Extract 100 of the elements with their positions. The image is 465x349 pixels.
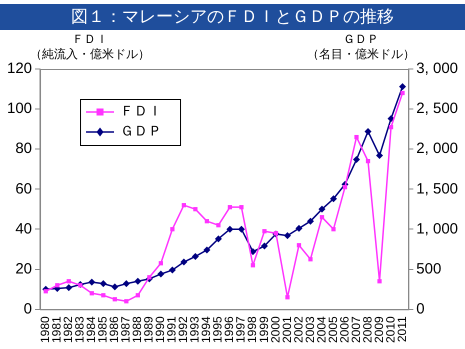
point [364, 128, 372, 135]
y2-axis-title: ＧＤＰ（名目・億米ドル） [307, 32, 415, 62]
point [238, 226, 245, 233]
y2-tick-label: 2, 500 [416, 100, 458, 118]
point [226, 226, 234, 233]
point [342, 185, 348, 190]
x-tick-label: 1998 [245, 316, 260, 344]
x-tick-label: 2000 [268, 316, 282, 344]
legend-label: ＦＤＩ [120, 104, 162, 120]
y-tick-label: 40 [15, 220, 32, 238]
point [65, 284, 72, 292]
x-tick-label: 2004 [314, 316, 328, 344]
point [331, 227, 336, 232]
point [284, 232, 291, 240]
x-tick-label: 1996 [222, 316, 236, 344]
x-tick-label: 1989 [142, 316, 156, 344]
point [136, 293, 140, 298]
point [376, 152, 384, 160]
x-tick-label: 1988 [130, 316, 144, 344]
point [216, 223, 221, 228]
point [101, 293, 106, 298]
x-tick-label: 2009 [372, 316, 386, 344]
point [203, 246, 210, 254]
x-tick-label: 1985 [96, 316, 110, 344]
y2-tick-label: 1, 000 [416, 220, 458, 238]
point [182, 203, 186, 208]
legend-label: ＧＤＰ [120, 124, 162, 140]
point [204, 219, 210, 224]
x-tick-label: 1982 [61, 316, 76, 344]
point [170, 227, 174, 232]
x-tick-label: 2002 [291, 316, 306, 344]
point [214, 235, 222, 242]
x-tick-label: 1984 [84, 316, 98, 344]
point [90, 291, 94, 296]
y-tick-label: 0 [24, 300, 32, 318]
point [134, 278, 142, 285]
y2-tick-label: 1, 500 [416, 180, 458, 198]
x-tick-label: 1993 [188, 316, 202, 344]
y2-tick-label: 2, 000 [416, 140, 458, 158]
point [399, 83, 406, 90]
x-tick-label: 2005 [326, 316, 340, 344]
point [250, 263, 256, 268]
y-tick-label: 60 [15, 180, 32, 198]
y-tick-label: 20 [15, 260, 32, 278]
point [157, 270, 164, 278]
point [308, 257, 313, 262]
y-tick-label: 120 [6, 60, 32, 78]
point [66, 279, 71, 284]
point [193, 207, 198, 212]
x-tick-label: 1980 [38, 316, 52, 344]
point [55, 283, 60, 288]
point [228, 205, 232, 210]
point [353, 156, 360, 164]
x-tick-label: 1990 [153, 316, 168, 344]
x-tick-label: 1992 [176, 316, 190, 344]
point [260, 242, 268, 250]
y-axis-title: ＦＤＩ（純流入・億米ドル） [30, 32, 150, 62]
y2-tick-label: 3, 000 [416, 60, 458, 78]
point [124, 299, 128, 304]
point [377, 279, 382, 284]
x-tick-label: 2010 [383, 316, 398, 344]
x-tick-label: 2003 [302, 316, 317, 344]
y2-tick-label: 0 [416, 300, 425, 318]
x-tick-label: 1981 [50, 316, 64, 344]
point [239, 205, 244, 210]
x-tick-label: 2006 [337, 316, 352, 344]
point [158, 261, 163, 266]
x-tick-label: 1991 [164, 316, 179, 344]
x-tick-label: 1983 [72, 316, 87, 344]
point [306, 218, 314, 225]
x-tick-label: 1994 [199, 316, 214, 344]
point [320, 215, 324, 220]
point [180, 258, 188, 266]
point [88, 278, 96, 286]
x-tick-label: 2011 [394, 316, 409, 342]
point [262, 229, 267, 234]
point [112, 297, 117, 302]
chart-title: 図１：マレーシアのＦＤＩとＧＤＰの推移 [0, 4, 465, 30]
x-tick-label: 2008 [360, 316, 374, 344]
point [100, 280, 107, 288]
point [296, 243, 302, 248]
x-tick-label: 1986 [107, 316, 122, 344]
point [285, 295, 290, 300]
point [168, 266, 176, 274]
point [44, 289, 48, 294]
point [295, 224, 302, 232]
point [330, 195, 337, 202]
point [192, 252, 199, 260]
x-tick-label: 2007 [348, 316, 363, 344]
point [318, 206, 326, 213]
point [147, 275, 152, 280]
x-tick-label: 1995 [210, 316, 225, 344]
x-tick-label: 2001 [280, 316, 294, 344]
x-tick-label: 1987 [118, 316, 133, 344]
y-tick-label: 80 [15, 140, 32, 158]
y-tick-label: 100 [6, 100, 32, 118]
x-tick-label: 1997 [234, 316, 248, 344]
point [111, 283, 118, 290]
x-tick-label: 1999 [256, 316, 271, 344]
point [122, 280, 130, 288]
